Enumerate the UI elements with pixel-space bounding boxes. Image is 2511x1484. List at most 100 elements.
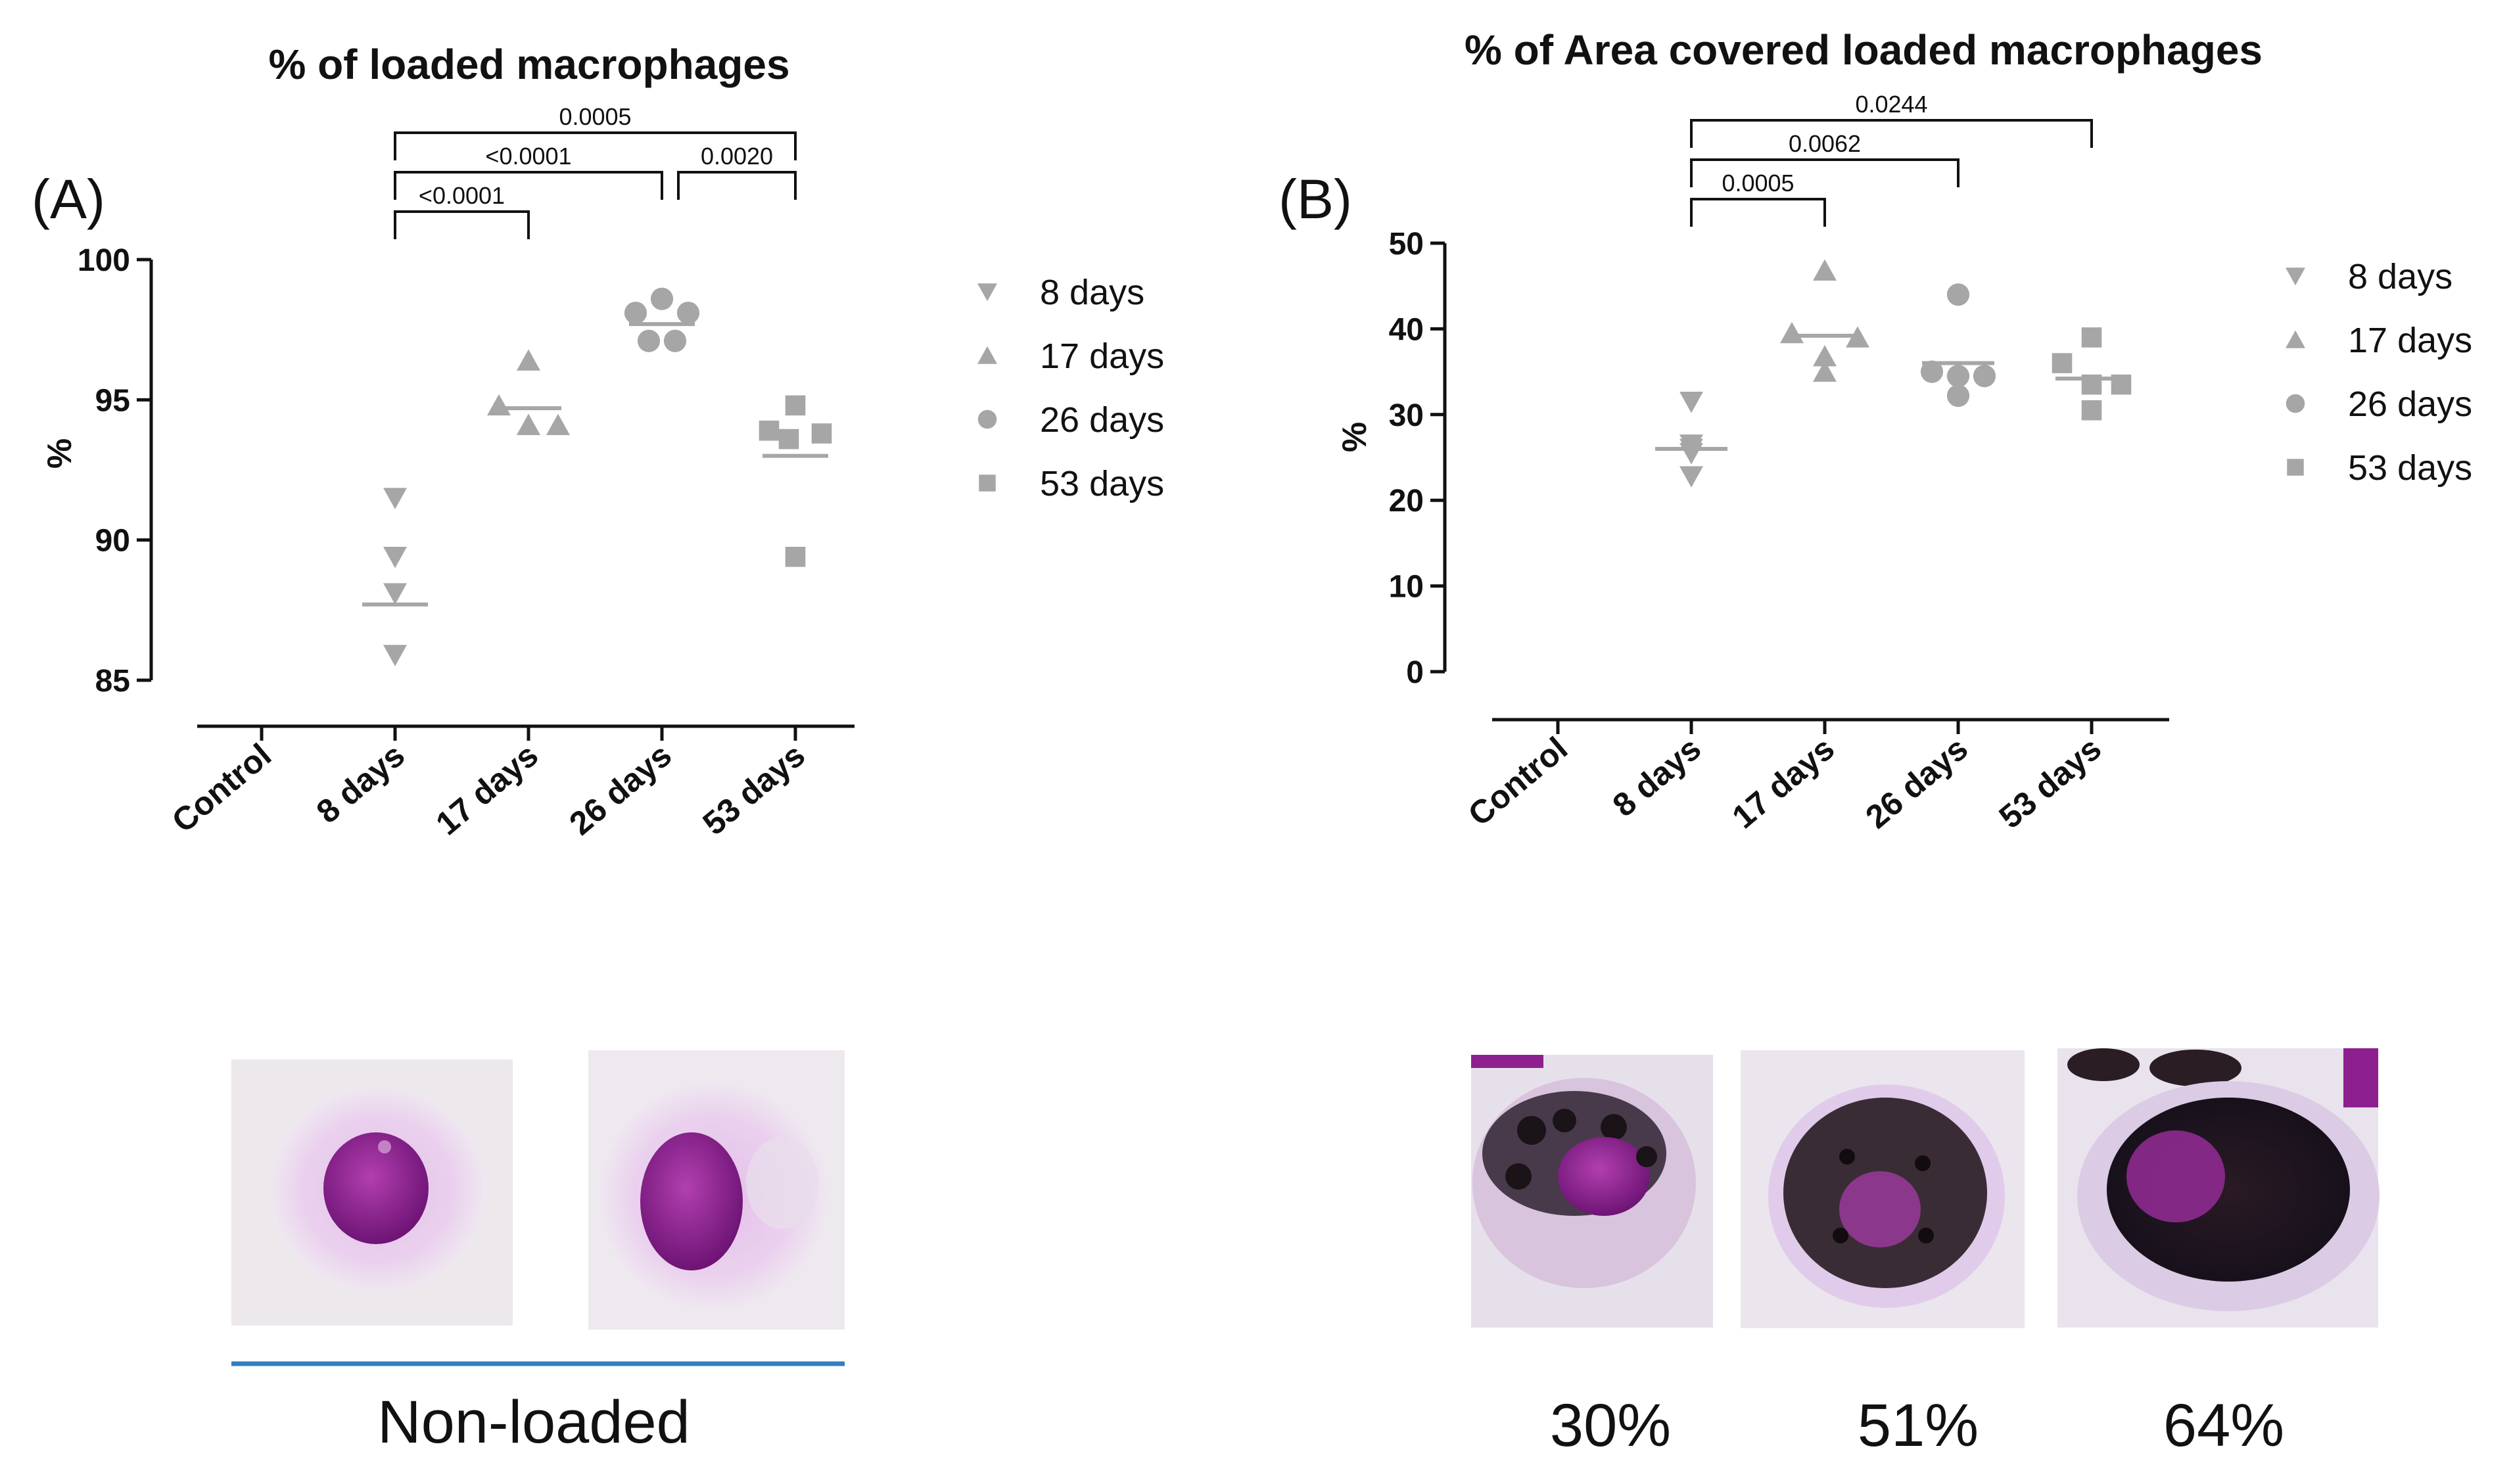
a-point-53-days bbox=[759, 420, 780, 441]
loaded-cell-image-64 bbox=[2057, 1048, 2380, 1328]
a-point-53-days bbox=[785, 395, 806, 416]
b-point-26-days bbox=[1973, 365, 1996, 388]
non-loaded-caption: Non-loaded bbox=[377, 1389, 690, 1456]
a-point-26-days bbox=[637, 329, 661, 352]
loaded-cell-image-51 bbox=[1741, 1050, 2025, 1328]
b-y-tick-label: 50 bbox=[1389, 227, 1424, 262]
b-bracket bbox=[1690, 158, 1960, 187]
legend-b-label: 26 days bbox=[2348, 384, 2472, 424]
panel-a-significance-brackets: <0.0001 <0.0001 0.0020 0.0005 bbox=[394, 103, 797, 239]
legend-a-marker-26-days bbox=[977, 409, 997, 429]
legend-b-label: 8 days bbox=[2348, 257, 2452, 296]
a-point-17-days bbox=[517, 349, 540, 371]
b-point-26-days bbox=[1920, 360, 1944, 383]
legend-b-marker-17-days bbox=[2286, 330, 2305, 348]
panel-b-x-axis bbox=[1492, 718, 2169, 734]
b-point-17-days bbox=[1813, 360, 1837, 382]
legend-a-marker-8-days bbox=[977, 283, 997, 302]
b-p-value-label: 0.0062 bbox=[1789, 130, 1861, 157]
panel-b-mean-lines bbox=[1655, 333, 2128, 451]
b-point-8-days bbox=[1679, 443, 1703, 465]
a-bracket bbox=[394, 131, 797, 160]
b-x-tick-label: 53 days bbox=[1992, 730, 2109, 836]
a-point-53-days bbox=[778, 429, 799, 450]
b-bracket bbox=[1690, 198, 1826, 227]
legend-a-label: 26 days bbox=[1040, 400, 1164, 440]
panel-a-mean-lines bbox=[362, 322, 828, 607]
a-point-17-days bbox=[517, 413, 540, 436]
panel-a-letter: (A) bbox=[32, 168, 105, 230]
panel-a-title: % of loaded macrophages bbox=[268, 41, 789, 88]
a-p-value-label: 0.0020 bbox=[701, 143, 773, 170]
panel-b-y-axis: 0 10 20 30 40 50 bbox=[1389, 227, 1447, 690]
a-point-17-days bbox=[487, 394, 511, 416]
panel-a-x-axis bbox=[197, 724, 855, 741]
a-point-26-days bbox=[650, 287, 674, 310]
b-x-tick-label: Control bbox=[1461, 730, 1574, 833]
legend-a-marker-53-days bbox=[979, 475, 996, 492]
legend-a-marker-17-days bbox=[977, 346, 997, 364]
b-p-value-label: 0.0005 bbox=[1722, 170, 1794, 197]
a-y-tick-label: 90 bbox=[95, 524, 130, 559]
a-point-8-days bbox=[383, 488, 407, 509]
b-point-26-days bbox=[1946, 283, 1970, 306]
b-x-tick-label: 26 days bbox=[1859, 730, 1975, 836]
a-y-tick-label: 85 bbox=[95, 664, 130, 699]
b-point-17-days bbox=[1813, 259, 1837, 281]
b-point-53-days bbox=[2081, 327, 2102, 348]
a-point-8-days bbox=[383, 583, 407, 605]
loaded-cell-image-30 bbox=[1471, 1055, 1713, 1328]
b-p-value-label: 0.0244 bbox=[1855, 91, 1927, 118]
b-y-tick-label: 0 bbox=[1406, 655, 1424, 690]
panel-b-legend: 8 days 17 days 26 days 53 days bbox=[2286, 257, 2472, 488]
panel-b-category-labels: Control 8 days 17 days 26 days 53 days bbox=[1461, 730, 2108, 836]
a-point-53-days bbox=[785, 546, 806, 567]
b-y-tick-label: 20 bbox=[1389, 484, 1424, 519]
a-p-value-label: 0.0005 bbox=[559, 103, 631, 130]
b-x-tick-label: 17 days bbox=[1725, 730, 1842, 836]
legend-b-marker-8-days bbox=[2286, 267, 2305, 286]
panel-b-title: % of Area covered loaded macrophages bbox=[1465, 26, 2263, 74]
panel-a-y-axis: 85 90 95 100 bbox=[78, 243, 153, 699]
non-loaded-cell-image-1 bbox=[231, 1059, 513, 1326]
panel-a-data-points bbox=[383, 287, 832, 666]
a-point-26-days bbox=[624, 301, 647, 325]
legend-b-marker-26-days bbox=[2286, 394, 2305, 413]
panel-a-y-axis-label: % bbox=[41, 438, 79, 469]
a-x-tick-label: 53 days bbox=[696, 737, 812, 843]
panel-b-chart: (B) % of Area covered loaded macrophages… bbox=[1279, 26, 2263, 835]
b-y-tick-label: 30 bbox=[1389, 398, 1424, 433]
a-bracket bbox=[394, 171, 663, 200]
b-x-tick-label: 8 days bbox=[1606, 730, 1708, 824]
b-y-tick-label: 40 bbox=[1389, 312, 1424, 347]
b-point-53-days bbox=[2052, 353, 2073, 373]
a-point-26-days bbox=[676, 301, 700, 325]
a-bracket bbox=[394, 210, 530, 239]
b-point-53-days bbox=[2081, 400, 2102, 421]
b-point-26-days bbox=[1946, 384, 1970, 407]
a-point-26-days bbox=[663, 329, 687, 352]
loaded-caption-30: 30% bbox=[1550, 1392, 1671, 1459]
legend-b-label: 17 days bbox=[2348, 321, 2472, 360]
b-point-8-days bbox=[1679, 391, 1703, 413]
a-y-tick-label: 100 bbox=[78, 243, 130, 278]
b-point-26-days bbox=[1946, 365, 1970, 388]
non-loaded-cell-image-2 bbox=[588, 1050, 845, 1330]
panel-b-significance-brackets: 0.0005 0.0062 0.0244 bbox=[1690, 91, 2093, 227]
a-point-17-days bbox=[546, 413, 570, 436]
a-x-tick-label: 8 days bbox=[310, 737, 411, 831]
panel-a-category-labels: Control 8 days 17 days 26 days 53 days bbox=[165, 737, 812, 843]
legend-a-label: 8 days bbox=[1040, 273, 1144, 312]
a-x-tick-label: 26 days bbox=[563, 737, 679, 843]
legend-b-label: 53 days bbox=[2348, 448, 2472, 488]
a-x-tick-label: Control bbox=[165, 737, 278, 840]
a-p-value-label: <0.0001 bbox=[419, 182, 505, 209]
b-point-17-days bbox=[1780, 321, 1804, 344]
a-point-8-days bbox=[383, 546, 407, 568]
a-bracket bbox=[677, 171, 797, 200]
legend-a-label: 17 days bbox=[1040, 336, 1164, 376]
legend-b-marker-53-days bbox=[2287, 459, 2304, 476]
panel-b-y-axis-label: % bbox=[1336, 422, 1374, 452]
a-point-8-days bbox=[383, 645, 407, 666]
